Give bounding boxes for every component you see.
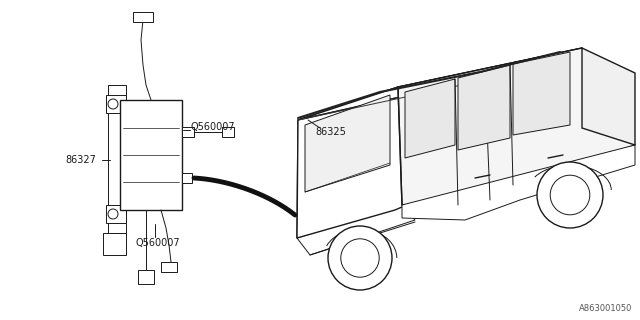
Polygon shape: [305, 95, 390, 192]
Polygon shape: [298, 48, 582, 120]
Text: 86325: 86325: [315, 127, 346, 137]
Circle shape: [537, 162, 603, 228]
Polygon shape: [513, 52, 570, 135]
Polygon shape: [161, 262, 177, 272]
Polygon shape: [133, 12, 153, 22]
Text: Q560007: Q560007: [135, 238, 180, 248]
Circle shape: [328, 226, 392, 290]
Polygon shape: [182, 173, 192, 183]
Polygon shape: [402, 145, 635, 220]
Polygon shape: [106, 205, 126, 223]
Circle shape: [108, 99, 118, 109]
Polygon shape: [405, 79, 455, 158]
Polygon shape: [106, 95, 126, 113]
Circle shape: [341, 239, 380, 277]
Polygon shape: [120, 100, 182, 210]
Polygon shape: [297, 87, 402, 238]
Polygon shape: [297, 78, 488, 238]
Text: Q560007: Q560007: [190, 122, 235, 132]
Circle shape: [550, 175, 590, 215]
Polygon shape: [182, 127, 194, 137]
Polygon shape: [108, 85, 126, 233]
Polygon shape: [297, 205, 415, 255]
Circle shape: [108, 209, 118, 219]
Polygon shape: [458, 65, 510, 150]
Polygon shape: [582, 48, 635, 145]
Polygon shape: [398, 48, 635, 205]
Text: 86327: 86327: [65, 155, 96, 165]
Text: A863001050: A863001050: [579, 304, 632, 313]
Polygon shape: [103, 233, 126, 255]
Polygon shape: [138, 270, 154, 284]
Polygon shape: [222, 127, 234, 137]
